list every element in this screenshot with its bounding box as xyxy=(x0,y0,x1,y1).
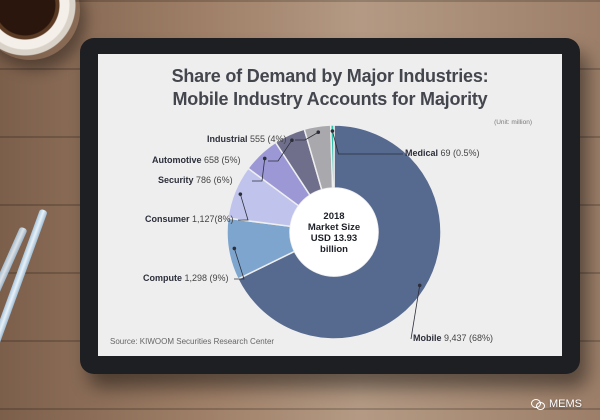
donut-hole xyxy=(290,188,378,276)
donut-chart xyxy=(226,124,442,340)
leader-dot-security xyxy=(262,156,267,161)
center-line-2: Market Size xyxy=(307,222,361,233)
leader-medical xyxy=(332,130,403,155)
leader-dot-industrial xyxy=(316,130,321,135)
leader-dot-compute xyxy=(232,246,237,251)
leader-dot-automotive xyxy=(290,138,294,142)
leader-dot-consumer xyxy=(238,192,243,196)
leader-compute xyxy=(233,248,245,280)
chart-subtitle: Mobile Industry Accounts for Majority xyxy=(172,89,488,109)
leader-industrial xyxy=(295,131,319,141)
center-label: 2018 Market Size USD 13.93 billion xyxy=(294,211,374,255)
chart-title: Share of Demand by Major Industries: xyxy=(171,66,489,86)
unit-note: (Unit: million) xyxy=(494,119,532,126)
label-consumer: Consumer 1,127(8%) xyxy=(145,214,234,224)
watermark: MEMS xyxy=(531,398,582,410)
leader-dot-mobile xyxy=(417,283,422,288)
label-industrial: Industrial 555 (4%) xyxy=(207,134,287,144)
leader-automotive xyxy=(268,139,293,162)
source-note: Source: KIWOOM Securities Research Cente… xyxy=(110,337,275,346)
leader-consumer xyxy=(238,194,249,221)
leader-dot-medical xyxy=(330,129,335,133)
center-line-3: USD 13.93 xyxy=(310,233,358,244)
label-medical: Medical 69 (0.5%) xyxy=(405,148,480,158)
label-security: Security 786 (6%) xyxy=(158,175,233,185)
watermark-text: MEMS xyxy=(549,398,582,410)
leader-security xyxy=(252,158,266,182)
leader-mobile xyxy=(410,285,421,340)
wechat-icon xyxy=(531,398,545,410)
tablet-screen: Share of Demand by Major Industries: Mob… xyxy=(98,54,562,356)
label-compute: Compute 1,298 (9%) xyxy=(143,273,229,283)
center-line-1: 2018 xyxy=(323,211,345,222)
label-automotive: Automotive 658 (5%) xyxy=(152,155,241,165)
center-line-4: billion xyxy=(320,244,348,255)
label-mobile: Mobile 9,437 (68%) xyxy=(413,333,494,343)
